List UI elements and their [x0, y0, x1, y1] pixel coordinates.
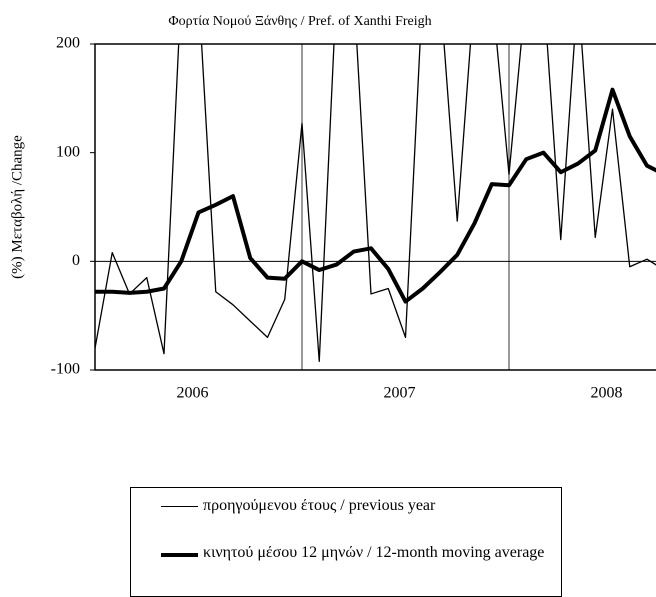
- y-tick-label: -100: [51, 361, 80, 378]
- legend-item: προηγούμενου έτους / previous year: [161, 497, 553, 514]
- plot-frame: [94, 43, 656, 371]
- legend-label: κινητού μέσου 12 μηνών / 12-month moving…: [203, 544, 545, 561]
- legend-swatch: [161, 553, 198, 557]
- chart-title: Φορτία Νομού Ξάνθης / Pref. of Xanthi Fr…: [168, 14, 431, 29]
- legend-label: προηγούμενου έτους / previous year: [203, 497, 436, 514]
- series-line: [95, 87, 656, 304]
- y-tick-label: 0: [72, 252, 80, 269]
- y-tick-label: 100: [56, 143, 80, 160]
- x-tick-label: 2008: [591, 385, 623, 402]
- x-tick-label: 2006: [177, 385, 209, 402]
- legend-swatch: [161, 506, 198, 508]
- y-tick-label: 200: [56, 35, 80, 52]
- plot-lines: [95, 44, 656, 362]
- legend: προηγούμενου έτους / previous year κινητο…: [130, 487, 562, 597]
- x-tick-label: 2007: [384, 385, 416, 402]
- series-line: [95, 44, 656, 362]
- legend-item: κινητού μέσου 12 μηνών / 12-month moving…: [161, 544, 553, 561]
- y-axis-label: (%) Μεταβολή /Change: [9, 135, 25, 279]
